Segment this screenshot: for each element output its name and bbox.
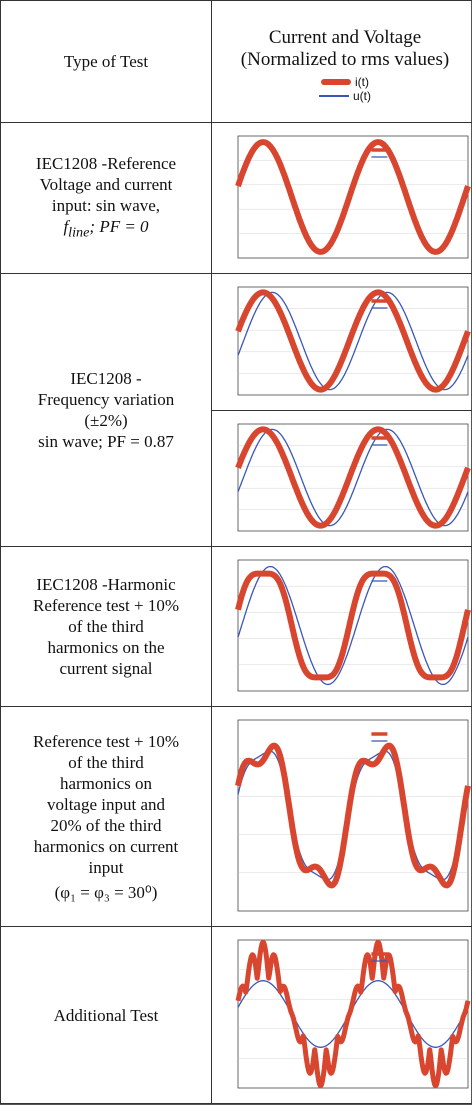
row5-description: Additional Test xyxy=(0,926,212,1104)
row2a-plot-cell xyxy=(211,273,472,411)
legend-item-voltage: u(t) xyxy=(319,89,371,103)
plot-legend xyxy=(371,732,388,742)
row4-line: harmonics on current xyxy=(33,836,179,856)
voltage-trace xyxy=(237,565,469,686)
row3-description: IEC1208 -Harmonic Reference test + 10% o… xyxy=(0,546,212,707)
row4-line: harmonics on xyxy=(59,773,153,793)
header-row: Type of Test Current and Voltage (Normal… xyxy=(0,0,472,123)
voltage-trace xyxy=(237,291,469,391)
line-subscript: line xyxy=(68,224,90,241)
row-frequency-b xyxy=(1,410,472,547)
legend-swatch-current xyxy=(321,78,351,85)
legend-swatch-voltage xyxy=(319,94,349,97)
row3-line: of the third xyxy=(68,617,144,636)
current-trace xyxy=(235,742,471,889)
row4-line: (φ₁ = φ₃ = 30⁰) xyxy=(54,882,158,902)
row1-description: IEC1208 -Reference Voltage and current i… xyxy=(0,122,212,274)
row1-line-formula: fline; PF = 0 xyxy=(3,216,209,243)
row3-plot-cell xyxy=(211,546,472,707)
plot-legend xyxy=(371,436,388,446)
row4-line: 20% of the third xyxy=(50,815,162,835)
plot-harmonic-both xyxy=(235,719,471,912)
plot-axes xyxy=(237,559,469,692)
row4-line: of the third xyxy=(68,752,144,772)
plot-legend xyxy=(371,148,388,158)
row4-line: input xyxy=(88,857,124,877)
row2-line: sin wave; PF = 0.87 xyxy=(38,432,174,451)
row-reference: IEC1208 -Reference Voltage and current i… xyxy=(0,122,472,274)
current-trace xyxy=(235,139,471,255)
plot-additional xyxy=(235,939,471,1089)
row3-line: harmonics on the xyxy=(47,638,165,657)
legend-label-current: i(t) xyxy=(355,74,369,89)
row5-line: Additional Test xyxy=(53,1005,159,1025)
plot-frequency-minus xyxy=(235,423,471,532)
voltage-trace xyxy=(237,428,469,527)
row3-line: current signal xyxy=(59,659,153,678)
row-harmonic-both: Reference test + 10% of the third harmon… xyxy=(0,706,472,927)
current-trace xyxy=(235,289,471,393)
legend-label-voltage: u(t) xyxy=(353,88,371,103)
row2-line: (±2%) xyxy=(84,411,128,430)
row1-line: Voltage and current xyxy=(39,174,173,194)
row3-line: Reference test + 10% xyxy=(33,596,179,615)
row4-line: voltage input and xyxy=(46,794,166,814)
header-current-voltage: Current and Voltage (Normalized to rms v… xyxy=(211,0,472,123)
current-trace xyxy=(235,570,471,681)
current-trace xyxy=(235,426,471,529)
plot-frequency-plus xyxy=(235,286,471,396)
row-harmonic-current: IEC1208 -Harmonic Reference test + 10% o… xyxy=(0,546,472,707)
plot-legend xyxy=(371,299,388,309)
row2b-plot-cell xyxy=(211,410,472,547)
row2-line: IEC1208 - xyxy=(70,369,142,388)
header-right-line2: (Normalized to rms values) xyxy=(240,48,450,70)
header-legend: i(t) u(t) xyxy=(212,75,472,103)
row3-line: IEC1208 -Harmonic xyxy=(36,575,176,594)
row4-plot-cell xyxy=(211,706,472,927)
row1-line: IEC1208 -Reference xyxy=(35,153,177,173)
row4-line: Reference test + 10% xyxy=(33,731,179,751)
row5-plot-cell xyxy=(211,926,472,1104)
plot-harmonic-current xyxy=(235,559,471,692)
plot-legend xyxy=(371,952,388,962)
current-trace xyxy=(235,939,471,1089)
header-left-label: Type of Test xyxy=(63,52,149,71)
header-right-line1: Current and Voltage xyxy=(268,26,422,48)
row4-description: Reference test + 10% of the third harmon… xyxy=(0,706,212,927)
plot-legend xyxy=(371,572,388,582)
pf-text: ; PF = 0 xyxy=(89,216,149,236)
header-type-of-test: Type of Test xyxy=(0,0,212,123)
row1-plot-cell xyxy=(211,122,472,274)
row-additional: Additional Test xyxy=(0,926,472,1104)
row2-line: Frequency variation xyxy=(37,390,175,409)
row2-description: IEC1208 - Frequency variation (±2%) sin … xyxy=(0,273,212,547)
row1-line: input: sin wave, xyxy=(51,195,161,215)
row-frequency-a: IEC1208 - Frequency variation (±2%) sin … xyxy=(0,273,472,547)
plot-reference xyxy=(235,135,471,259)
legend-item-current: i(t) xyxy=(321,75,369,89)
f-symbol: f xyxy=(63,216,69,236)
